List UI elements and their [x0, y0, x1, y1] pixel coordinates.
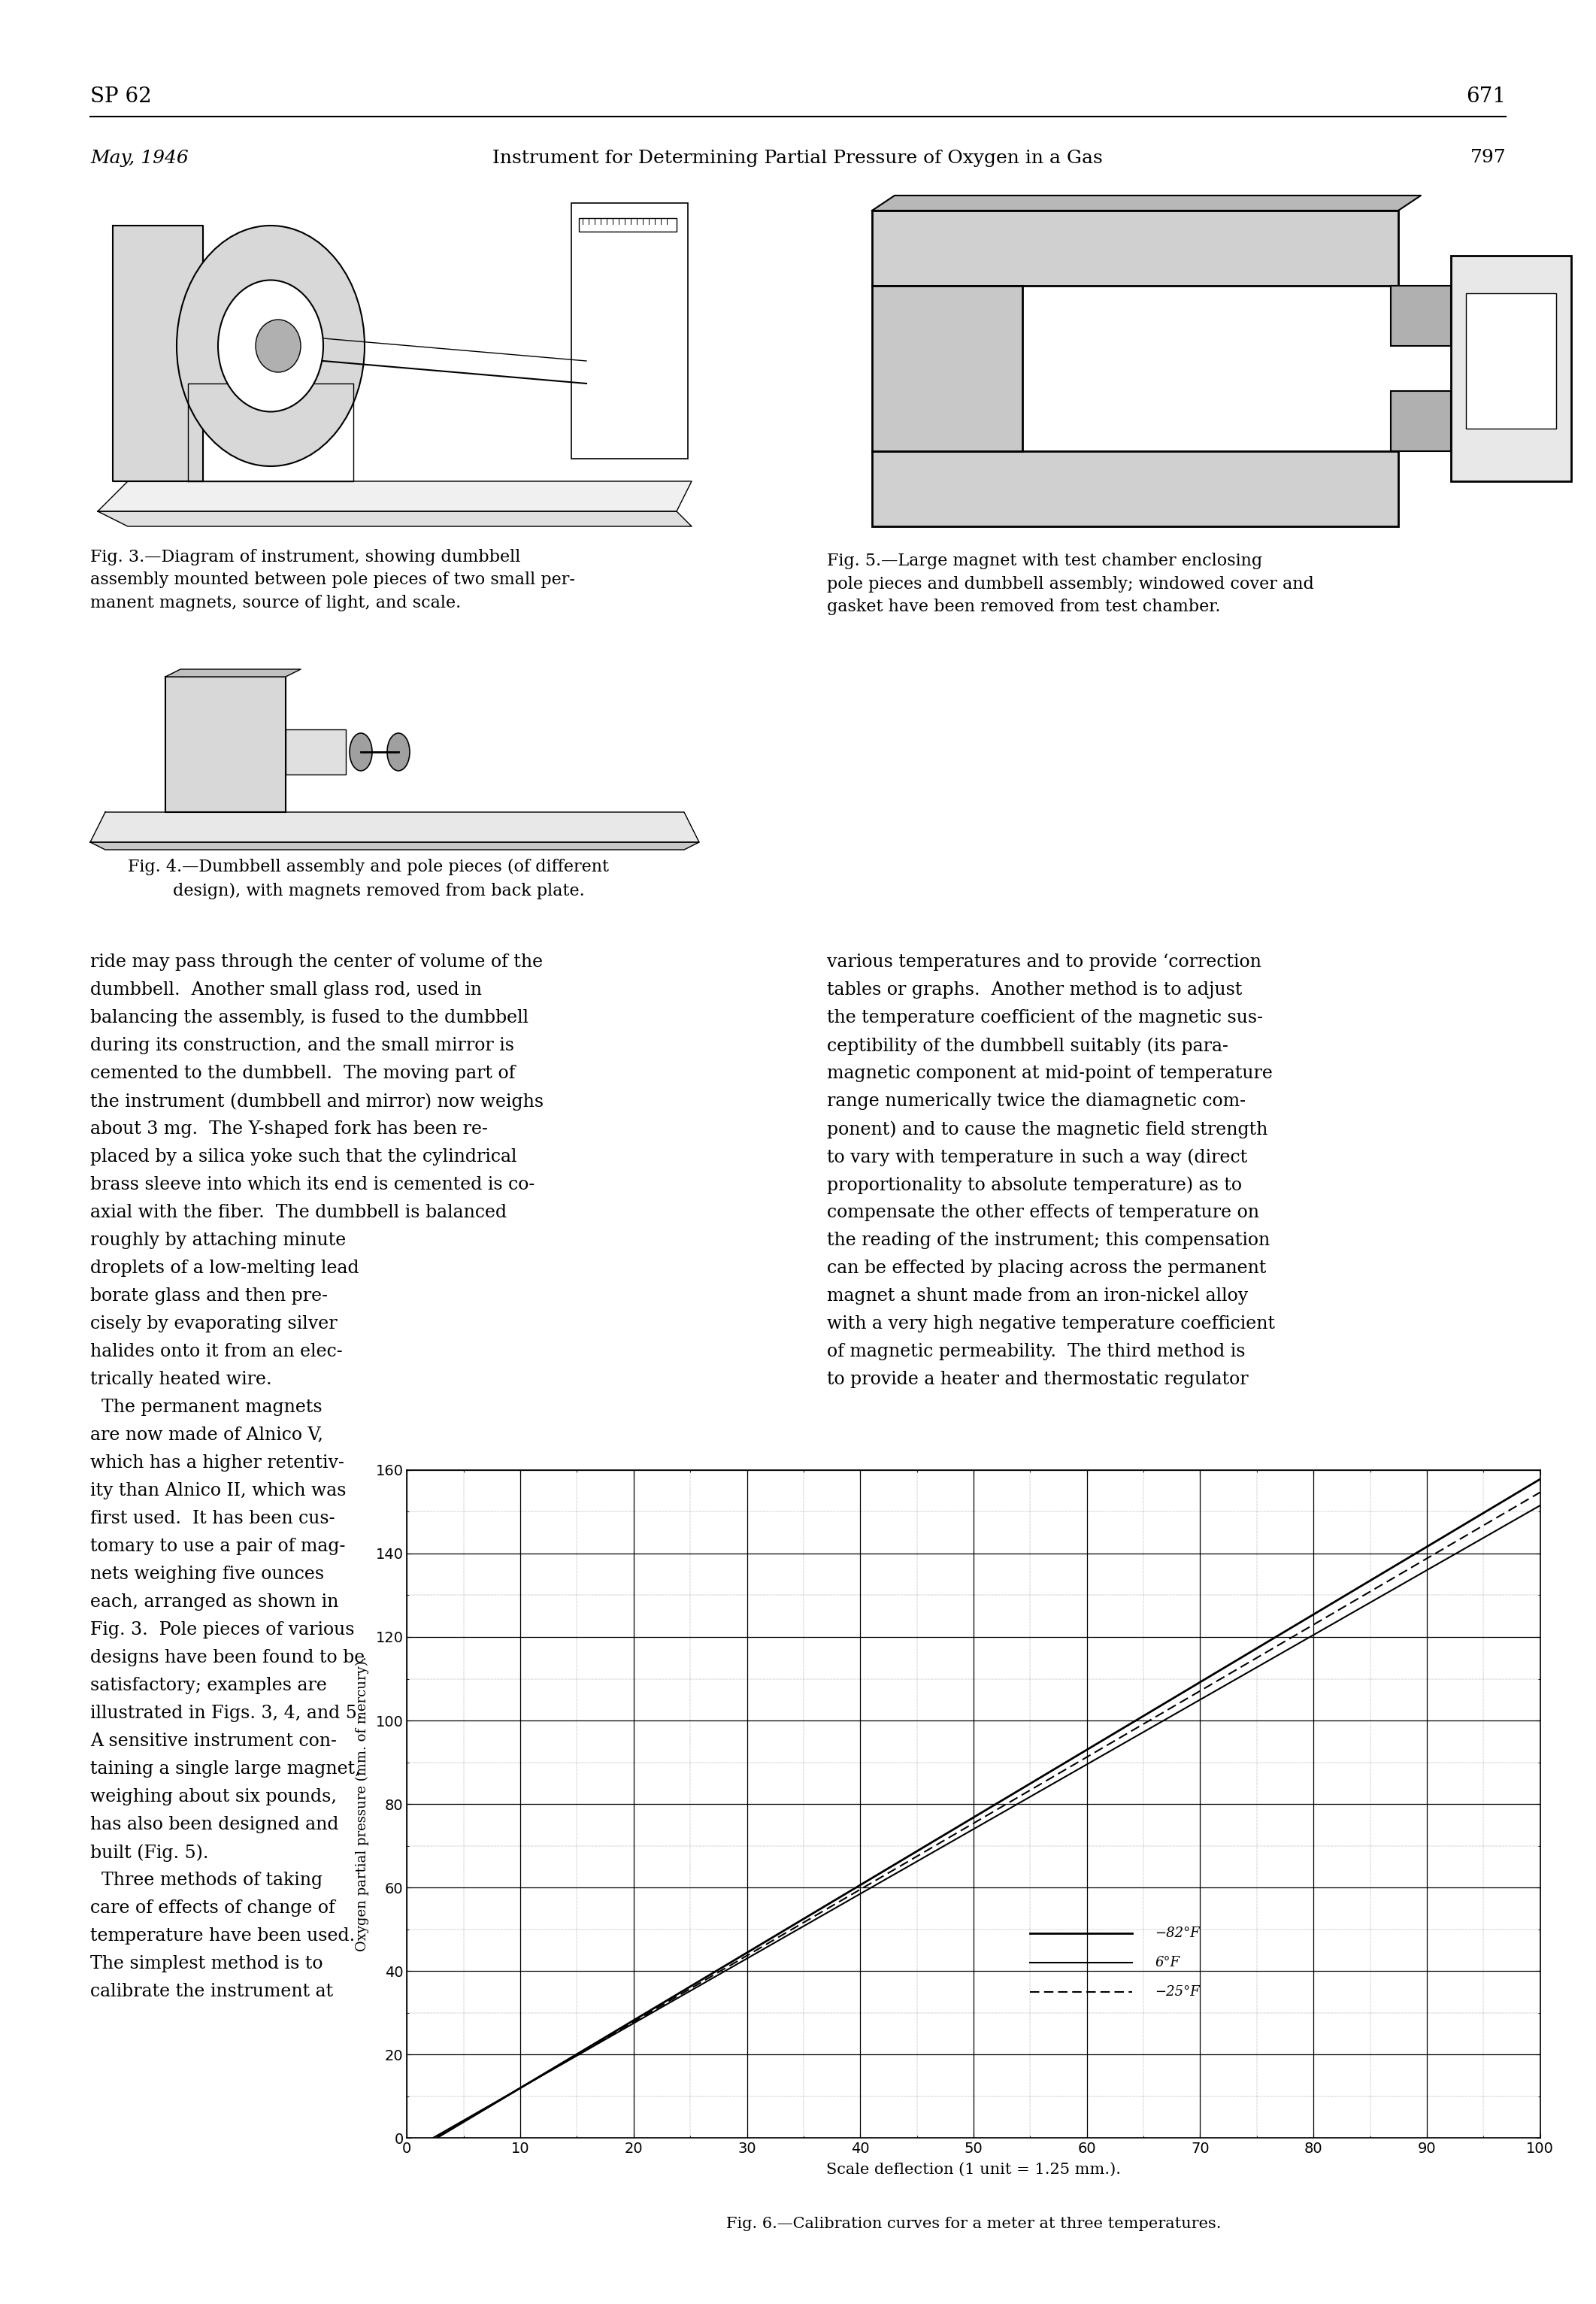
Bar [286, 730, 346, 774]
Text: −82°F: −82°F [1156, 1926, 1200, 1940]
Text: during its construction, and the small mirror is: during its construction, and the small m… [91, 1037, 514, 1055]
Text: Fig. 5.—Large magnet with test chamber enclosing
pole pieces and dumbbell assemb: Fig. 5.—Large magnet with test chamber e… [827, 553, 1314, 615]
Text: first used.  It has been cus-: first used. It has been cus- [91, 1509, 335, 1528]
Polygon shape [97, 482, 691, 511]
Text: proportionality to absolute temperature) as to: proportionality to absolute temperature)… [827, 1175, 1242, 1193]
Text: borate glass and then pre-: borate glass and then pre- [91, 1288, 327, 1304]
Text: axial with the fiber.  The dumbbell is balanced: axial with the fiber. The dumbbell is ba… [91, 1205, 508, 1221]
Text: care of effects of change of: care of effects of change of [91, 1898, 335, 1917]
Text: placed by a silica yoke such that the cylindrical: placed by a silica yoke such that the cy… [91, 1147, 517, 1166]
Ellipse shape [255, 320, 300, 373]
Text: of magnetic permeability.  The third method is: of magnetic permeability. The third meth… [827, 1343, 1245, 1359]
Ellipse shape [219, 281, 324, 412]
Bar [1451, 256, 1570, 482]
Text: the reading of the instrument; this compensation: the reading of the instrument; this comp… [827, 1233, 1270, 1249]
Text: satisfactory; examples are: satisfactory; examples are [91, 1677, 327, 1693]
Text: temperature have been used.: temperature have been used. [91, 1926, 354, 1945]
Ellipse shape [350, 733, 372, 772]
Text: has also been designed and: has also been designed and [91, 1816, 338, 1834]
Text: can be effected by placing across the permanent: can be effected by placing across the pe… [827, 1260, 1266, 1276]
Text: magnetic component at mid-point of temperature: magnetic component at mid-point of tempe… [827, 1064, 1272, 1083]
Text: range numerically twice the diamagnetic com-: range numerically twice the diamagnetic … [827, 1092, 1245, 1111]
Text: illustrated in Figs. 3, 4, and 5.: illustrated in Figs. 3, 4, and 5. [91, 1705, 362, 1721]
Polygon shape [113, 226, 203, 482]
Text: nets weighing five ounces: nets weighing five ounces [91, 1567, 324, 1583]
Text: droplets of a low-melting lead: droplets of a low-melting lead [91, 1260, 359, 1276]
Text: are now made of Alnico V,: are now made of Alnico V, [91, 1426, 324, 1445]
Text: cemented to the dumbbell.  The moving part of: cemented to the dumbbell. The moving par… [91, 1064, 516, 1083]
Text: trically heated wire.: trically heated wire. [91, 1371, 271, 1387]
Bar [579, 219, 677, 233]
Text: dumbbell.  Another small glass rod, used in: dumbbell. Another small glass rod, used … [91, 982, 482, 998]
X-axis label: Scale deflection (1 unit = 1.25 mm.).: Scale deflection (1 unit = 1.25 mm.). [827, 2163, 1120, 2177]
Text: 797: 797 [1470, 150, 1505, 166]
Text: The permanent magnets: The permanent magnets [91, 1399, 322, 1417]
Text: design), with magnets removed from back plate.: design), with magnets removed from back … [172, 882, 584, 899]
Text: SP 62: SP 62 [91, 85, 152, 106]
Bar [1390, 392, 1451, 452]
Text: −25°F: −25°F [1156, 1986, 1200, 1998]
Ellipse shape [177, 226, 364, 465]
Text: roughly by attaching minute: roughly by attaching minute [91, 1233, 346, 1249]
Text: 671: 671 [1465, 85, 1505, 106]
Text: Fig. 3.  Pole pieces of various: Fig. 3. Pole pieces of various [91, 1622, 354, 1638]
Bar [871, 452, 1398, 525]
Text: A sensitive instrument con-: A sensitive instrument con- [91, 1733, 337, 1749]
Text: halides onto it from an elec-: halides onto it from an elec- [91, 1343, 343, 1359]
Bar [871, 210, 1398, 286]
Text: the temperature coefficient of the magnetic sus-: the temperature coefficient of the magne… [827, 1009, 1262, 1025]
Ellipse shape [388, 733, 410, 772]
Polygon shape [871, 196, 1420, 210]
Text: various temperatures and to provide ‘correction: various temperatures and to provide ‘cor… [827, 954, 1261, 970]
Text: built (Fig. 5).: built (Fig. 5). [91, 1843, 209, 1862]
Text: tables or graphs.  Another method is to adjust: tables or graphs. Another method is to a… [827, 982, 1242, 998]
Text: ride may pass through the center of volume of the: ride may pass through the center of volu… [91, 954, 543, 970]
Text: ponent) and to cause the magnetic field strength: ponent) and to cause the magnetic field … [827, 1120, 1267, 1138]
Bar [1467, 293, 1556, 429]
Text: to provide a heater and thermostatic regulator: to provide a heater and thermostatic reg… [827, 1371, 1248, 1387]
Polygon shape [97, 511, 691, 525]
Text: balancing the assembly, is fused to the dumbbell: balancing the assembly, is fused to the … [91, 1009, 528, 1025]
Text: Fig. 6.—Calibration curves for a meter at three temperatures.: Fig. 6.—Calibration curves for a meter a… [726, 2216, 1221, 2230]
Text: about 3 mg.  The Y-shaped fork has been re-: about 3 mg. The Y-shaped fork has been r… [91, 1120, 488, 1138]
Text: calibrate the instrument at: calibrate the instrument at [91, 1984, 334, 2000]
Text: Fig. 4.—Dumbbell assembly and pole pieces (of different: Fig. 4.—Dumbbell assembly and pole piece… [128, 859, 610, 876]
Text: May, 1946: May, 1946 [91, 150, 188, 166]
Polygon shape [91, 811, 699, 843]
Text: the instrument (dumbbell and mirror) now weighs: the instrument (dumbbell and mirror) now… [91, 1092, 544, 1111]
Text: cisely by evaporating silver: cisely by evaporating silver [91, 1316, 337, 1332]
Text: Fig. 3.—Diagram of instrument, showing dumbbell
assembly mounted between pole pi: Fig. 3.—Diagram of instrument, showing d… [91, 548, 575, 611]
Text: designs have been found to be: designs have been found to be [91, 1650, 365, 1666]
Text: each, arranged as shown in: each, arranged as shown in [91, 1594, 338, 1610]
Text: taining a single large magnet,: taining a single large magnet, [91, 1760, 361, 1779]
Text: Three methods of taking: Three methods of taking [91, 1871, 322, 1889]
Bar [571, 203, 688, 458]
Text: brass sleeve into which its end is cemented is co-: brass sleeve into which its end is cemen… [91, 1175, 535, 1193]
Text: compensate the other effects of temperature on: compensate the other effects of temperat… [827, 1205, 1259, 1221]
Polygon shape [166, 668, 300, 677]
Text: The simplest method is to: The simplest method is to [91, 1956, 322, 1972]
Text: with a very high negative temperature coefficient: with a very high negative temperature co… [827, 1316, 1275, 1332]
Text: magnet a shunt made from an iron-nickel alloy: magnet a shunt made from an iron-nickel … [827, 1288, 1248, 1304]
Text: to vary with temperature in such a way (direct: to vary with temperature in such a way (… [827, 1147, 1248, 1166]
Text: ity than Alnico II, which was: ity than Alnico II, which was [91, 1481, 346, 1500]
Text: ceptibility of the dumbbell suitably (its para-: ceptibility of the dumbbell suitably (it… [827, 1037, 1229, 1055]
Bar [871, 286, 1023, 452]
Y-axis label: Oxygen partial pressure (mm. of mercury).: Oxygen partial pressure (mm. of mercury)… [356, 1657, 369, 1951]
Text: 6°F: 6°F [1156, 1956, 1179, 1970]
Text: Instrument for Determining Partial Pressure of Oxygen in a Gas: Instrument for Determining Partial Press… [493, 150, 1103, 166]
Bar [1390, 286, 1451, 346]
Polygon shape [91, 843, 699, 850]
Text: which has a higher retentiv-: which has a higher retentiv- [91, 1454, 345, 1472]
Bar [166, 677, 286, 811]
Text: tomary to use a pair of mag-: tomary to use a pair of mag- [91, 1537, 345, 1555]
Text: weighing about six pounds,: weighing about six pounds, [91, 1788, 337, 1806]
